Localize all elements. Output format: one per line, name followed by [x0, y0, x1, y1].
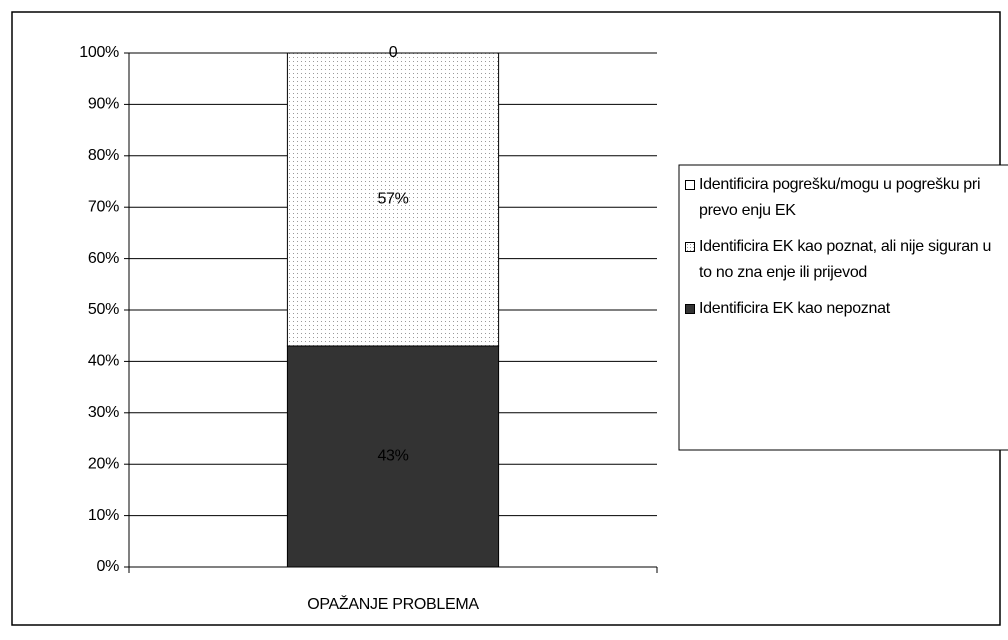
legend-label: Identificira EK kao nepoznat	[699, 300, 890, 317]
y-tick-label: 100%	[79, 44, 119, 61]
bar-segment	[286, 52, 500, 347]
legend-swatch	[685, 242, 695, 252]
y-tick-label: 60%	[88, 250, 119, 267]
y-tick-label: 50%	[88, 301, 119, 318]
legend-swatch	[685, 180, 695, 190]
legend-item: Identificira EK kao poznat, ali nije sig…	[684, 234, 1006, 286]
y-tick-label: 80%	[88, 147, 119, 164]
legend-box	[678, 164, 1008, 451]
y-tick-label: 20%	[88, 455, 119, 472]
y-tick-label: 70%	[88, 198, 119, 215]
y-tick-label: 10%	[88, 507, 119, 524]
data-label: 43%	[377, 448, 408, 465]
legend-swatch	[685, 304, 695, 314]
y-tick-label: 40%	[88, 353, 119, 370]
data-label: 57%	[377, 191, 408, 208]
y-tick-label: 0%	[96, 558, 119, 575]
legend-label: Identificira EK kao poznat, ali nije sig…	[699, 238, 992, 281]
legend-items: Identificira pogrešku/mogu u pogrešku pr…	[684, 172, 1006, 322]
y-tick-label: 30%	[88, 404, 119, 421]
legend: Identificira pogrešku/mogu u pogrešku pr…	[684, 172, 1006, 322]
y-tick-label: 90%	[88, 96, 119, 113]
x-tick-label: OPAŽANJE PROBLEMA	[307, 594, 479, 613]
legend-item: Identificira EK kao nepoznat	[684, 296, 1006, 322]
bar-segment	[286, 345, 500, 568]
data-label: 0	[389, 44, 398, 61]
legend-label: Identificira pogrešku/mogu u pogrešku pr…	[699, 176, 981, 219]
legend-item: Identificira pogrešku/mogu u pogrešku pr…	[684, 172, 1006, 224]
